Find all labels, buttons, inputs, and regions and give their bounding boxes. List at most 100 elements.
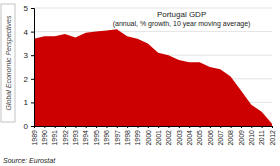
y-axis-line bbox=[31, 9, 35, 127]
y-tick-label: 1 bbox=[24, 98, 29, 107]
x-tick-label: 1989 bbox=[31, 130, 38, 146]
x-tick: 2012 bbox=[269, 126, 276, 146]
x-tick: 1992 bbox=[62, 126, 69, 146]
x-tick-mark bbox=[96, 126, 97, 128]
x-tick-label: 2009 bbox=[238, 130, 245, 146]
area bbox=[34, 29, 272, 126]
y-tick-mark bbox=[31, 55, 34, 56]
x-tick-mark bbox=[262, 126, 263, 128]
y-tick: 4 bbox=[24, 28, 34, 37]
x-tick-label: 1992 bbox=[62, 130, 69, 146]
x-tick-mark bbox=[179, 126, 180, 128]
grid-line bbox=[34, 8, 272, 9]
x-tick-label: 2012 bbox=[269, 130, 276, 146]
x-tick: 1990 bbox=[41, 126, 48, 146]
x-axis: 198919901991 199219931994 19951996 19971998… bbox=[31, 126, 276, 146]
title: Portugal GDP bbox=[157, 10, 206, 19]
x-tick: 1993 bbox=[72, 126, 79, 146]
x-tick-label: 2010 bbox=[248, 130, 255, 146]
x-tick: 2005 bbox=[196, 126, 203, 146]
x-tick-label: 1994 bbox=[82, 130, 89, 146]
y-tick-label: 3 bbox=[24, 51, 29, 60]
y-tick-label: 0 bbox=[24, 122, 29, 131]
y-tick: 3 bbox=[24, 51, 34, 60]
x-tick: 2003 bbox=[176, 126, 183, 146]
x-tick-label: 1996 bbox=[103, 130, 110, 146]
x-tick: 2007 bbox=[217, 126, 224, 146]
x-tick-mark bbox=[117, 126, 118, 128]
y-tick: 0 bbox=[24, 122, 34, 131]
x-tick-mark bbox=[127, 126, 128, 128]
x-tick-label: 2005 bbox=[196, 130, 203, 146]
x-tick-mark bbox=[106, 126, 107, 128]
x-tick: 1991 bbox=[51, 126, 58, 146]
x-tick: 1989 bbox=[31, 126, 38, 146]
x-tick-mark bbox=[231, 126, 232, 128]
x-tick-mark bbox=[65, 126, 66, 128]
x-tick-label: 2002 bbox=[165, 130, 172, 146]
x-tick-label: 1998 bbox=[124, 130, 131, 146]
y-tick: 5 bbox=[24, 4, 34, 13]
x-tick: 1998 bbox=[124, 126, 131, 146]
plot: 0123451989199019911992199319941995199619… bbox=[24, 4, 276, 146]
subtitle: (annual, % growth, 10 year moving averag… bbox=[113, 20, 251, 28]
y-tick-label: 4 bbox=[24, 28, 29, 37]
x-tick-label: 2008 bbox=[227, 130, 234, 146]
x-tick-mark bbox=[44, 126, 45, 128]
x-tick: 2004 bbox=[186, 126, 193, 146]
x-tick-label: 1990 bbox=[41, 130, 48, 146]
plot-background bbox=[34, 8, 272, 126]
x-tick-label: 1991 bbox=[51, 130, 58, 146]
y-tick-mark bbox=[31, 102, 34, 103]
x-tick-label: 1995 bbox=[93, 130, 100, 146]
x-tick-mark bbox=[55, 126, 56, 128]
brand-text: Global Economic Perspectives bbox=[5, 15, 13, 110]
y-tick: 1 bbox=[24, 98, 34, 107]
x-tick-label: 1993 bbox=[72, 130, 79, 146]
x-tick-mark bbox=[75, 126, 76, 128]
x-tick-mark bbox=[241, 126, 242, 128]
x-tick-label: 2004 bbox=[186, 130, 193, 146]
y-tick-mark bbox=[31, 79, 34, 80]
x-tick-label: 1999 bbox=[134, 130, 141, 146]
x-tick-mark bbox=[200, 126, 201, 128]
x-tick-label: 2011 bbox=[258, 130, 265, 145]
x-tick: 2011 bbox=[258, 126, 265, 145]
x-tick-mark bbox=[210, 126, 211, 128]
x-tick-mark bbox=[148, 126, 149, 128]
y-tick: 2 bbox=[24, 75, 34, 84]
y-tick-mark bbox=[31, 8, 34, 9]
x-tick-label: 2000 bbox=[145, 130, 152, 146]
y-tick-label: 5 bbox=[24, 4, 29, 13]
x-tick-mark bbox=[251, 126, 252, 128]
x-tick: 1996 bbox=[103, 126, 110, 146]
y-axis: 0 1 2 3 4 5 bbox=[24, 4, 35, 131]
x-tick: 2002 bbox=[165, 126, 172, 146]
x-tick: 1994 bbox=[82, 126, 89, 146]
x-tick: 1995 bbox=[93, 126, 100, 146]
x-tick-label: 2007 bbox=[217, 130, 224, 146]
x-tick-mark bbox=[34, 126, 35, 128]
y-tick-mark bbox=[31, 32, 34, 33]
x-tick: 2001 bbox=[155, 126, 162, 146]
x-tick-mark bbox=[169, 126, 170, 128]
x-tick-mark bbox=[220, 126, 221, 128]
y-tick-mark bbox=[31, 126, 34, 127]
marks bbox=[34, 29, 272, 126]
chart: Global Economic Perspectives Source: Euro… bbox=[0, 0, 280, 166]
y-tick-label: 2 bbox=[24, 75, 29, 84]
x-tick: 2008 bbox=[227, 126, 234, 146]
x-tick-mark bbox=[86, 126, 87, 128]
x-tick: 2006 bbox=[207, 126, 214, 146]
x-tick-label: 2001 bbox=[155, 130, 162, 146]
x-tick: 2009 bbox=[238, 126, 245, 146]
x-tick: 1999 bbox=[134, 126, 141, 146]
source-note: Source: Eurostat bbox=[3, 157, 56, 164]
x-tick-label: 2006 bbox=[207, 130, 214, 146]
x-tick-label: 2003 bbox=[176, 130, 183, 146]
x-tick: 2010 bbox=[248, 126, 255, 146]
x-tick: 2000 bbox=[145, 126, 152, 146]
x-tick: 1997 bbox=[114, 126, 121, 146]
x-tick-label: 1997 bbox=[114, 130, 121, 146]
x-axis-line bbox=[35, 127, 273, 129]
